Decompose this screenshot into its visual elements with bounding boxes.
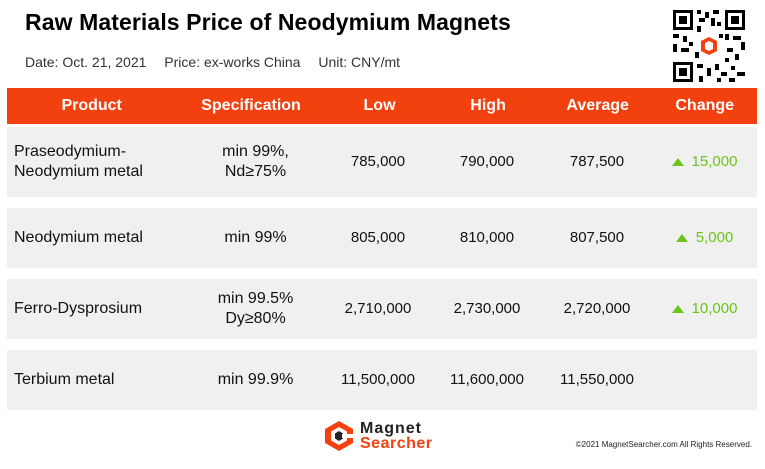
header-average: Average xyxy=(566,97,629,114)
table-row: Praseodymium- Neodymium metal min 99%, N… xyxy=(7,127,757,197)
table-row: Terbium metal min 99.9% 11,500,000 11,60… xyxy=(7,350,757,410)
brand-line-searcher: Searcher xyxy=(360,435,433,452)
header-change: Change xyxy=(675,97,735,114)
spec-line: Nd≥75% xyxy=(224,163,287,180)
brand-name: Magnet Searcher xyxy=(360,420,433,452)
header-product: Product xyxy=(61,97,122,114)
product-name: Terbium metal xyxy=(14,371,115,388)
change-value: 10,000 xyxy=(691,300,738,317)
specification: min 99.5% Dy≥80% xyxy=(187,289,324,329)
change-value: 5,000 xyxy=(695,229,734,246)
low-price: 11,500,000 xyxy=(341,371,415,388)
high-price: 790,000 xyxy=(459,153,515,170)
price-change: 10,000 xyxy=(652,299,757,319)
spec-line: min 99.5% xyxy=(217,290,294,307)
price-basis: Price: ex-works China xyxy=(164,54,301,70)
header-high: High xyxy=(470,97,506,114)
header-low: Low xyxy=(363,97,396,114)
product-name: Ferro-Dysprosium xyxy=(14,300,143,317)
brand-logo: Magnet Searcher xyxy=(322,419,433,453)
product-name-line: Praseodymium- xyxy=(14,143,127,160)
average-price: 787,500 xyxy=(569,153,625,170)
table-row: Ferro-Dysprosium min 99.5% Dy≥80% 2,710,… xyxy=(7,279,757,339)
product-name: Neodymium metal xyxy=(14,229,143,246)
low-price: 785,000 xyxy=(350,153,406,170)
specification: min 99.9% xyxy=(217,371,294,388)
header-specification: Specification xyxy=(201,97,301,114)
table-header: Product Specification Low High Average C… xyxy=(7,88,757,124)
price-table: Product Specification Low High Average C… xyxy=(7,88,757,410)
average-price: 2,720,000 xyxy=(563,300,631,317)
specification: min 99% xyxy=(224,229,287,246)
average-price: 11,550,000 xyxy=(560,371,634,388)
high-price: 2,730,000 xyxy=(453,300,521,317)
high-price: 810,000 xyxy=(459,229,515,246)
product-name: Praseodymium- Neodymium metal xyxy=(7,142,187,182)
price-change: 5,000 xyxy=(652,228,757,248)
spec-line: min 99%, xyxy=(222,143,289,160)
change-value: 15,000 xyxy=(691,153,738,170)
brand-line-magnet: Magnet xyxy=(360,420,422,437)
spec-line: Dy≥80% xyxy=(225,310,286,327)
price-change: 15,000 xyxy=(652,152,757,172)
up-arrow-icon xyxy=(675,234,688,242)
up-arrow-icon xyxy=(671,158,684,166)
price-unit: Unit: CNY/mt xyxy=(318,54,401,70)
magnet-searcher-logo-icon xyxy=(325,421,353,451)
table-row: Neodymium metal min 99% 805,000 810,000 … xyxy=(7,208,757,268)
report-meta: Date: Oct. 21, 2021 Price: ex-works Chin… xyxy=(25,54,414,70)
low-price: 805,000 xyxy=(350,229,406,246)
high-price: 11,600,000 xyxy=(450,371,524,388)
specification: min 99%, Nd≥75% xyxy=(187,142,324,182)
copyright-text: ©2021 MagnetSearcher.com All Rights Rese… xyxy=(575,440,752,449)
report-date: Date: Oct. 21, 2021 xyxy=(25,54,147,70)
product-name-line: Neodymium metal xyxy=(14,163,143,180)
qr-code-icon xyxy=(671,8,747,84)
low-price: 2,710,000 xyxy=(344,300,412,317)
average-price: 807,500 xyxy=(569,229,625,246)
up-arrow-icon xyxy=(671,305,684,313)
page-title: Raw Materials Price of Neodymium Magnets xyxy=(25,9,511,35)
